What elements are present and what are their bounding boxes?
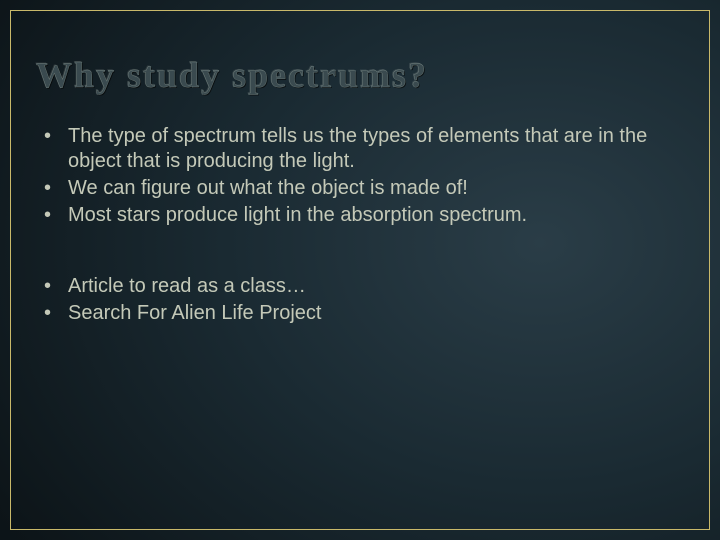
- bullet-item: Search For Alien Life Project: [36, 301, 684, 326]
- bullet-item: The type of spectrum tells us the types …: [36, 124, 684, 174]
- bullet-item: We can figure out what the object is mad…: [36, 176, 684, 201]
- slide: Why study spectrums? The type of spectru…: [0, 0, 720, 540]
- slide-title: Why study spectrums?: [36, 54, 684, 96]
- bullet-list: The type of spectrum tells us the types …: [36, 124, 684, 228]
- slide-content: Why study spectrums? The type of spectru…: [0, 0, 720, 540]
- bullet-item: Article to read as a class…: [36, 274, 684, 299]
- group-gap: [36, 230, 684, 274]
- bullet-item: Most stars produce light in the absorpti…: [36, 203, 684, 228]
- bullet-list-2: Article to read as a class… Search For A…: [36, 274, 684, 326]
